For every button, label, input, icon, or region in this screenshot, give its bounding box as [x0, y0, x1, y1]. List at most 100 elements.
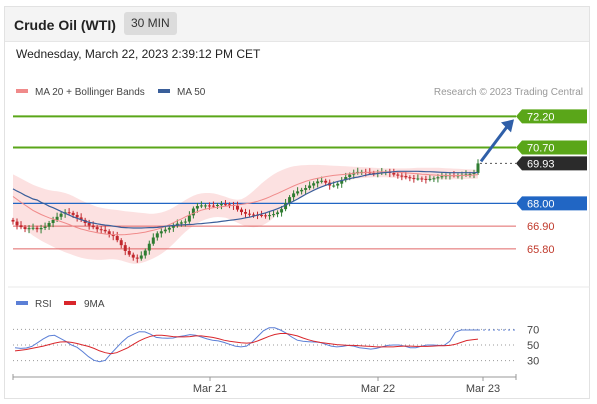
forecast-arrow-shaft	[479, 124, 510, 163]
level-tag-box	[516, 156, 587, 171]
candle-body	[99, 229, 103, 231]
candle-body	[183, 221, 187, 223]
candle-body	[276, 212, 280, 215]
candle-body	[159, 231, 163, 234]
level-tag-label: 69.93	[527, 158, 555, 170]
candle-body	[135, 257, 139, 259]
price-levels	[13, 115, 516, 250]
forecast-arrow	[479, 119, 514, 163]
timestamp: Wednesday, March 22, 2023 2:39:12 PM CET	[16, 47, 261, 61]
candle-body	[127, 250, 131, 255]
candle-body	[39, 227, 43, 230]
ma50-legend-label: MA 50	[177, 87, 206, 98]
candle-body	[260, 214, 264, 216]
candle-body	[59, 213, 63, 217]
candle-body	[264, 215, 268, 217]
candle-body	[344, 177, 348, 181]
candle-body	[284, 203, 288, 210]
candle-body	[476, 163, 480, 173]
rsi-swatch	[16, 301, 28, 305]
candle-body	[171, 225, 175, 228]
candle-body	[408, 177, 412, 179]
rsi-tick-label: 50	[527, 340, 539, 352]
candle-body	[340, 180, 344, 184]
candle-body	[280, 209, 284, 213]
candle-body	[195, 206, 199, 209]
candle-body	[312, 183, 316, 186]
x-tick-label: Mar 22	[361, 383, 395, 395]
rsi-ma-swatch	[64, 301, 76, 305]
candle-body	[179, 222, 183, 224]
candle-body	[244, 212, 247, 214]
rsi-tick-label: 70	[527, 324, 539, 336]
candle-body	[151, 237, 155, 244]
candle-body	[79, 217, 83, 220]
candle-body	[420, 178, 424, 180]
rsi-line	[14, 327, 478, 363]
chart-header: Crude Oil (WTI) 30 MIN	[5, 7, 589, 42]
level-tag-label: 66.90	[527, 221, 555, 233]
x-axis: Mar 21 Mar 22 Mar 23	[12, 374, 517, 395]
candle-body	[428, 178, 432, 180]
x-tick-label: Mar 21	[193, 383, 227, 395]
candle-body	[147, 243, 151, 251]
candle-body	[235, 205, 239, 210]
moving-averages	[12, 170, 479, 236]
candle-body	[211, 205, 215, 207]
level-tags: 72.20 70.70 69.93 68.00 66.90 65.80	[516, 109, 587, 256]
candle-body	[392, 172, 396, 175]
chart-legend: MA 20 + Bollinger Bands MA 50 Research ©…	[16, 87, 583, 98]
candle-body	[368, 172, 372, 174]
x-tick-label: Mar 23	[466, 383, 500, 395]
candle-body	[432, 178, 436, 180]
rsi-ma-legend-label: 9MA	[84, 299, 105, 310]
level-tag-box	[516, 196, 587, 211]
candle-body	[248, 213, 252, 215]
rsi-tick-label: 30	[527, 356, 539, 368]
level-tag-box	[516, 140, 587, 155]
timeframe-badge[interactable]: 30 MIN	[124, 12, 177, 35]
candle-body	[396, 174, 400, 176]
candle-body	[155, 233, 159, 238]
level-tag-label: 65.80	[527, 244, 555, 256]
candle-body	[15, 221, 19, 226]
candle-body	[27, 228, 31, 230]
candle-body	[103, 229, 107, 232]
candle-body	[464, 174, 468, 176]
candle-body	[356, 171, 360, 173]
candle-body	[87, 223, 91, 226]
candle-body	[412, 178, 416, 180]
candle-body	[75, 214, 79, 218]
candle-body	[191, 208, 195, 216]
candle-body	[272, 214, 276, 216]
candle-body	[292, 193, 296, 198]
candle-body	[71, 212, 75, 215]
candle-body	[324, 180, 328, 183]
chart-card: Crude Oil (WTI) 30 MIN Wednesday, March …	[4, 6, 590, 399]
level-tag-label: 72.20	[527, 111, 555, 123]
candle-body	[316, 181, 320, 184]
candle-body	[223, 204, 227, 206]
candle-body	[348, 174, 352, 178]
candle-body	[51, 219, 55, 224]
ma20-bb-legend-label: MA 20 + Bollinger Bands	[35, 87, 145, 98]
ma50-line	[12, 170, 479, 229]
candle-body	[440, 176, 444, 178]
candle-body	[227, 204, 231, 206]
candle-body	[143, 250, 147, 256]
candle-body	[239, 209, 243, 213]
ma20-line	[12, 171, 479, 236]
candle-body	[424, 178, 428, 180]
candle-body	[139, 255, 143, 259]
candle-body	[288, 197, 292, 204]
level-tag-box	[516, 109, 587, 124]
candle-body	[111, 234, 115, 237]
candle-body	[131, 254, 135, 258]
candle-body	[95, 227, 99, 230]
candle-body	[308, 185, 312, 189]
candle-body	[203, 205, 207, 207]
candle-body	[23, 227, 27, 230]
candle-body	[400, 175, 404, 177]
candle-body	[123, 245, 127, 251]
